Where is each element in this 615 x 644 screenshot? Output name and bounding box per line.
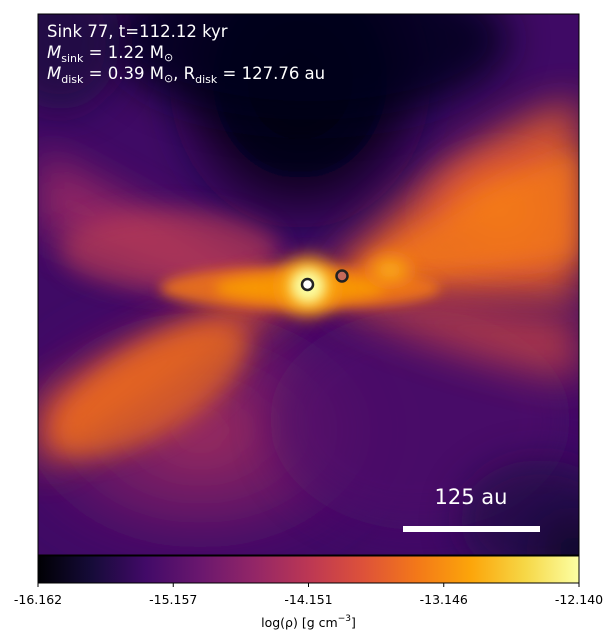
colorbar-tick-label: -16.162 — [14, 592, 62, 607]
colorbar-tick-label: -14.151 — [284, 592, 332, 607]
density-map — [38, 14, 579, 555]
colorbar-tick-label: -13.146 — [420, 592, 468, 607]
colorbar-tick-label: -12.140 — [555, 592, 603, 607]
sink-title: Sink 77, t=112.12 kyr — [47, 22, 228, 41]
colorbar: -16.162 -15.157 -14.151 -13.146 -12.140 … — [14, 555, 603, 630]
scale-bar-label: 125 au — [435, 485, 508, 509]
scale-bar: 125 au — [403, 485, 540, 532]
scale-bar-line — [403, 526, 540, 532]
sink-mass: Msink = 1.22 M⊙ — [47, 43, 173, 65]
secondary-sink — [335, 269, 349, 283]
colorbar-label: log(ρ) [g cm−3] — [261, 614, 356, 630]
panel-border — [37, 13, 580, 556]
colorbar-tick-label: -15.157 — [149, 592, 197, 607]
disk-properties: Mdisk = 0.39 M⊙, Rdisk = 127.76 au — [47, 64, 325, 86]
annotation: Sink 77, t=112.12 kyr Msink = 1.22 M⊙ Md… — [47, 22, 325, 86]
colorbar-ticks — [37, 583, 580, 587]
primary-sink — [300, 277, 315, 292]
colorbar-gradient — [37, 555, 580, 584]
